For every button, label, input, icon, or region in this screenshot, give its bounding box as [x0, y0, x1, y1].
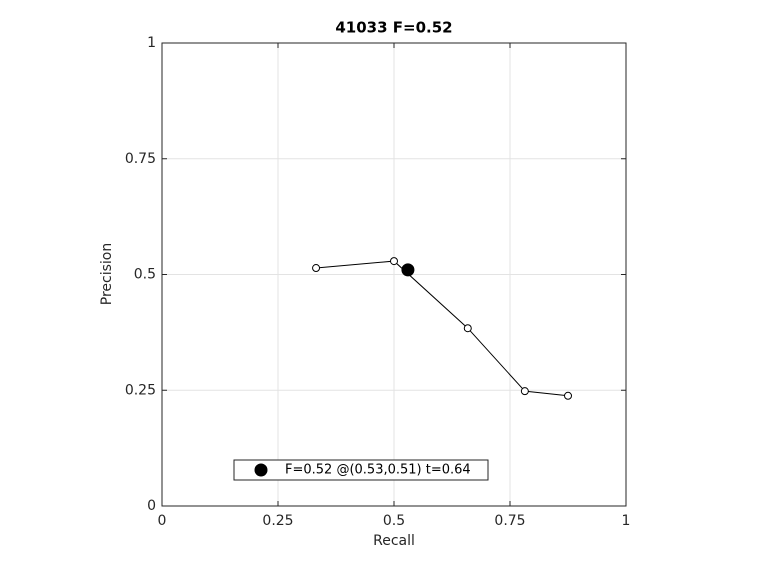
x-tick-label: 0.5 — [383, 513, 405, 529]
legend-label: F=0.52 @(0.53,0.51) t=0.64 — [285, 463, 471, 478]
x-axis-label: Recall — [373, 533, 415, 549]
data-point — [564, 391, 572, 400]
chart-title: 41033 F=0.52 — [335, 19, 452, 37]
data-point — [390, 257, 398, 266]
data-point — [401, 263, 415, 277]
x-tick-label: 0 — [158, 513, 167, 529]
data-point — [463, 324, 472, 333]
legend-marker — [254, 463, 268, 477]
y-tick-label: 0.75 — [125, 151, 156, 167]
data-point — [520, 387, 529, 396]
y-tick-label: 1 — [147, 35, 156, 51]
y-axis-label: Precision — [99, 243, 115, 305]
y-tick-label: 0.5 — [134, 267, 156, 283]
x-tick-label: 1 — [622, 513, 631, 529]
x-tick-label: 0.25 — [262, 513, 293, 529]
y-tick-label: 0 — [147, 498, 156, 514]
data-point — [312, 264, 321, 273]
legend-box — [233, 459, 489, 481]
y-tick-label: 0.25 — [125, 382, 156, 398]
x-tick-label: 0.75 — [494, 513, 525, 529]
